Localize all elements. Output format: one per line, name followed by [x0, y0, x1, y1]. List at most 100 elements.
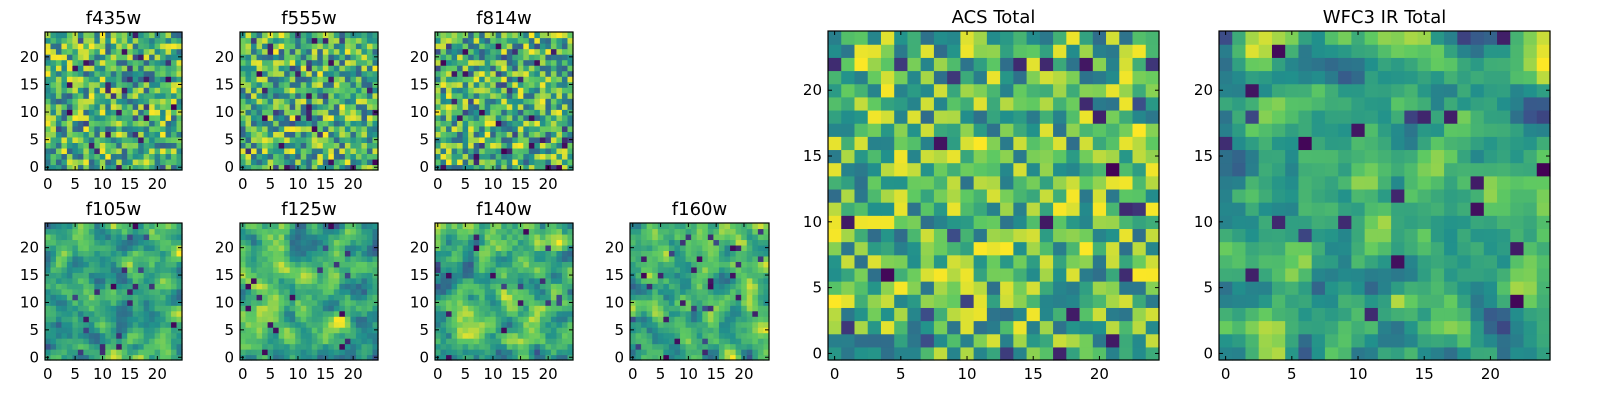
heatmap-cell — [88, 70, 95, 77]
heatmap-cell — [479, 142, 486, 149]
heatmap-cell — [55, 288, 63, 295]
heatmap-cell — [528, 43, 535, 50]
heatmap-cell — [1106, 241, 1120, 256]
heatmap-cell — [1079, 254, 1094, 269]
heatmap-cell — [165, 261, 172, 268]
heatmap-cell — [289, 147, 296, 155]
heatmap-cell — [165, 43, 172, 50]
heatmap-cell — [702, 288, 709, 295]
heatmap-cell — [110, 272, 117, 279]
heatmap-cell — [451, 59, 458, 66]
heatmap-cell — [322, 37, 329, 44]
heatmap-cell — [256, 147, 263, 155]
heatmap-cell — [567, 114, 574, 121]
heatmap-cell — [907, 294, 922, 308]
heatmap-cell — [289, 131, 296, 138]
heatmap-cell — [267, 98, 274, 105]
heatmap-cell — [545, 43, 552, 50]
heatmap-cell — [267, 343, 274, 350]
heatmap-cell — [333, 48, 340, 55]
heatmap-cell — [121, 283, 128, 290]
heatmap-cell — [306, 87, 313, 94]
heatmap-cell — [556, 266, 563, 273]
heatmap-cell — [561, 59, 569, 66]
heatmap-cell — [451, 32, 458, 39]
heatmap-cell — [920, 188, 935, 203]
heatmap-cell — [284, 338, 291, 345]
heatmap-cell — [350, 239, 357, 246]
heatmap-cell — [528, 37, 535, 44]
heatmap-cell — [256, 354, 263, 361]
heatmap-cell — [311, 354, 318, 361]
heatmap-cell — [657, 233, 664, 241]
heatmap-cell — [1132, 162, 1147, 177]
heatmap-cell — [741, 305, 748, 312]
heatmap-cell — [267, 131, 274, 138]
heatmap-cell — [306, 283, 313, 290]
heatmap-cell — [707, 244, 714, 251]
y-tick-label: 0 — [224, 158, 234, 176]
heatmap-cell — [479, 266, 486, 273]
heatmap-cell — [350, 109, 357, 116]
heatmap-cell — [295, 136, 302, 143]
heatmap-cell — [757, 349, 765, 356]
heatmap-cell — [333, 87, 340, 94]
heatmap-cell — [306, 261, 313, 268]
heatmap-cell — [132, 37, 139, 44]
heatmap-cell — [77, 250, 84, 257]
heatmap-cell — [1132, 254, 1147, 269]
heatmap-cell — [355, 244, 363, 251]
heatmap-cell — [127, 114, 134, 121]
heatmap-cell — [517, 65, 524, 72]
heatmap-cell — [907, 215, 922, 229]
heatmap-cell — [284, 277, 291, 284]
heatmap-cell — [668, 250, 676, 257]
heatmap-cell — [176, 349, 183, 356]
heatmap-cell — [718, 310, 726, 317]
heatmap-cell — [50, 255, 57, 262]
heatmap-cell — [366, 233, 374, 241]
heatmap-cell — [50, 76, 57, 83]
heatmap-cell — [567, 153, 574, 160]
heatmap-cell — [262, 266, 269, 273]
heatmap-cell — [132, 76, 139, 83]
heatmap-cell — [741, 343, 748, 350]
heatmap-cell — [880, 175, 895, 190]
heatmap-cell — [457, 76, 464, 83]
heatmap-cell — [1132, 333, 1147, 348]
heatmap-cell — [105, 332, 112, 339]
heatmap-cell — [116, 43, 123, 50]
heatmap-cell — [841, 333, 856, 348]
heatmap-cell — [267, 261, 274, 268]
y-tick-label: 20 — [410, 239, 429, 257]
heatmap-cell — [550, 120, 558, 127]
heatmap-cell — [490, 261, 497, 268]
heatmap-cell — [160, 321, 167, 328]
heatmap-cell — [176, 125, 183, 132]
heatmap-cell — [495, 32, 502, 39]
heatmap-cell — [702, 233, 709, 241]
heatmap-cell — [94, 266, 101, 273]
heatmap-cell — [350, 87, 357, 94]
heatmap-cell — [267, 120, 274, 127]
heatmap-cell — [350, 255, 357, 262]
heatmap-cell — [506, 283, 513, 290]
heatmap-cell — [713, 305, 720, 312]
heatmap-cell — [495, 228, 502, 235]
heatmap-cell — [55, 244, 63, 251]
heatmap-cell — [355, 43, 363, 50]
heatmap-cell — [66, 142, 73, 149]
heatmap-cell — [685, 266, 692, 273]
heatmap-cell — [267, 228, 274, 235]
heatmap-cell — [462, 65, 469, 72]
heatmap-cell — [306, 255, 313, 262]
heatmap-cell — [512, 223, 519, 230]
heatmap-cell — [176, 48, 183, 55]
heatmap-cell — [894, 241, 909, 256]
heatmap-cell — [72, 37, 79, 44]
heatmap-cell — [646, 327, 653, 334]
heatmap-cell — [88, 294, 95, 301]
heatmap-cell — [528, 283, 535, 290]
heatmap-cell — [462, 283, 469, 290]
heatmap-cell — [105, 153, 112, 160]
